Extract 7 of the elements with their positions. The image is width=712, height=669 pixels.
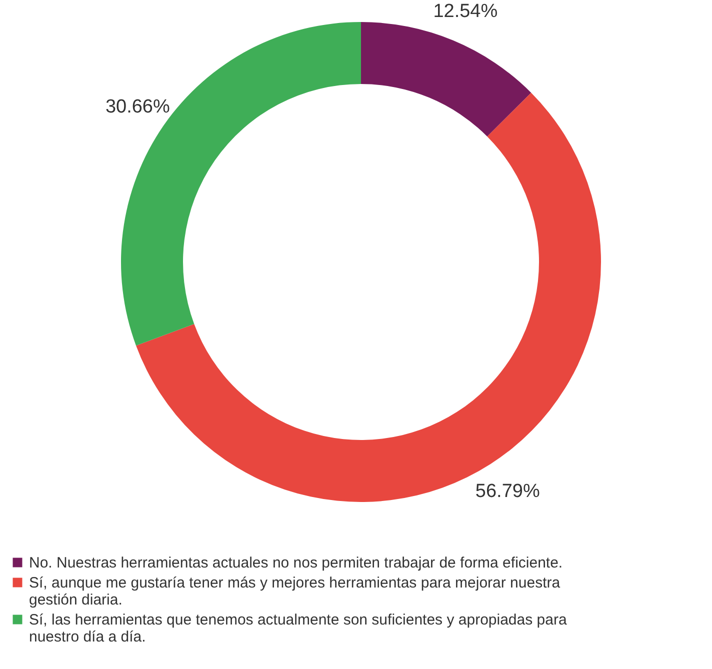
legend-label: Sí, las herramientas que tenemos actualmente son suficientes y apropiadas para nuestro día a día. bbox=[29, 612, 568, 646]
data-label: 12.54% bbox=[433, 0, 498, 22]
donut-slice bbox=[361, 22, 532, 136]
legend-label: No. Nuestras herramientas actuales no nos permiten trabajar de forma eficiente. bbox=[29, 554, 563, 572]
data-label: 56.79% bbox=[475, 481, 540, 502]
legend-label: Sí, aunque me gustaría tener más y mejores herramientas para mejorar nuestra gestión diaria. bbox=[29, 574, 561, 608]
data-label: 30.66% bbox=[105, 96, 170, 118]
